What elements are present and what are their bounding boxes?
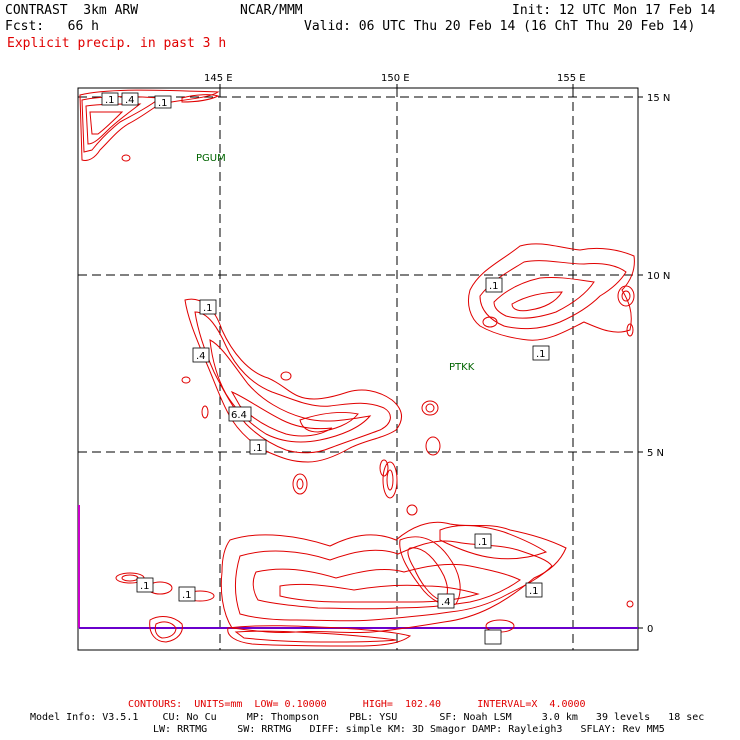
contour-label: .1: [529, 586, 539, 597]
graticule: [78, 88, 638, 650]
contour-label: .1: [105, 95, 115, 106]
organization: NCAR/MMM: [240, 3, 303, 18]
model-info-line-2: LW: RRTMG SW: RRTMG DIFF: simple KM: 3D …: [153, 724, 665, 735]
model-title: CONTRAST 3km ARW: [5, 3, 139, 18]
init-time: Init: 12 UTC Mon 17 Feb 14: [512, 3, 716, 18]
lat-label-15n: 15 N: [647, 93, 670, 104]
contour-label: .1: [536, 349, 546, 360]
valid-time: Valid: 06 UTC Thu 20 Feb 14 (16 ChT Thu …: [304, 19, 696, 34]
contour-label: .4: [125, 95, 135, 106]
contour-label: .4: [196, 351, 206, 362]
contour-labels: .1 .4 .1 .1 .4 6.4 .1 .1 .1 .1 .1 .1 .1 …: [101, 92, 550, 645]
lon-label-145: 145 E: [204, 73, 233, 84]
contour-info: CONTOURS: UNITS=mm LOW= 0.10000 HIGH= 10…: [128, 699, 586, 710]
lat-label-10n: 10 N: [647, 271, 670, 282]
contour-label: .1: [158, 98, 168, 109]
contour-label: .1: [478, 537, 488, 548]
contour-label: .1: [140, 581, 150, 592]
lon-label-150: 150 E: [381, 73, 410, 84]
model-info-line-1: Model Info: V3.5.1 CU: No Cu MP: Thompso…: [30, 712, 705, 723]
station-ptkk: PTKK: [449, 362, 475, 373]
contour-label: .1: [182, 590, 192, 601]
tick-marks: [219, 84, 643, 629]
contour-label: .1: [203, 303, 213, 314]
precip-contours: [79, 89, 635, 647]
station-pgum: PGUM: [196, 153, 226, 164]
field-title: Explicit precip. in past 3 h: [7, 36, 227, 51]
lat-label-5n: 5 N: [647, 448, 664, 459]
contour-label: 6.4: [231, 410, 247, 421]
lon-label-155: 155 E: [557, 73, 586, 84]
map-frame: [77, 87, 639, 651]
lat-label-0: 0: [647, 624, 653, 635]
forecast-hour: Fcst: 66 h: [5, 19, 99, 34]
contour-label: .1: [489, 281, 499, 292]
contour-label: .4: [441, 597, 451, 608]
contour-label: .1: [253, 443, 263, 454]
